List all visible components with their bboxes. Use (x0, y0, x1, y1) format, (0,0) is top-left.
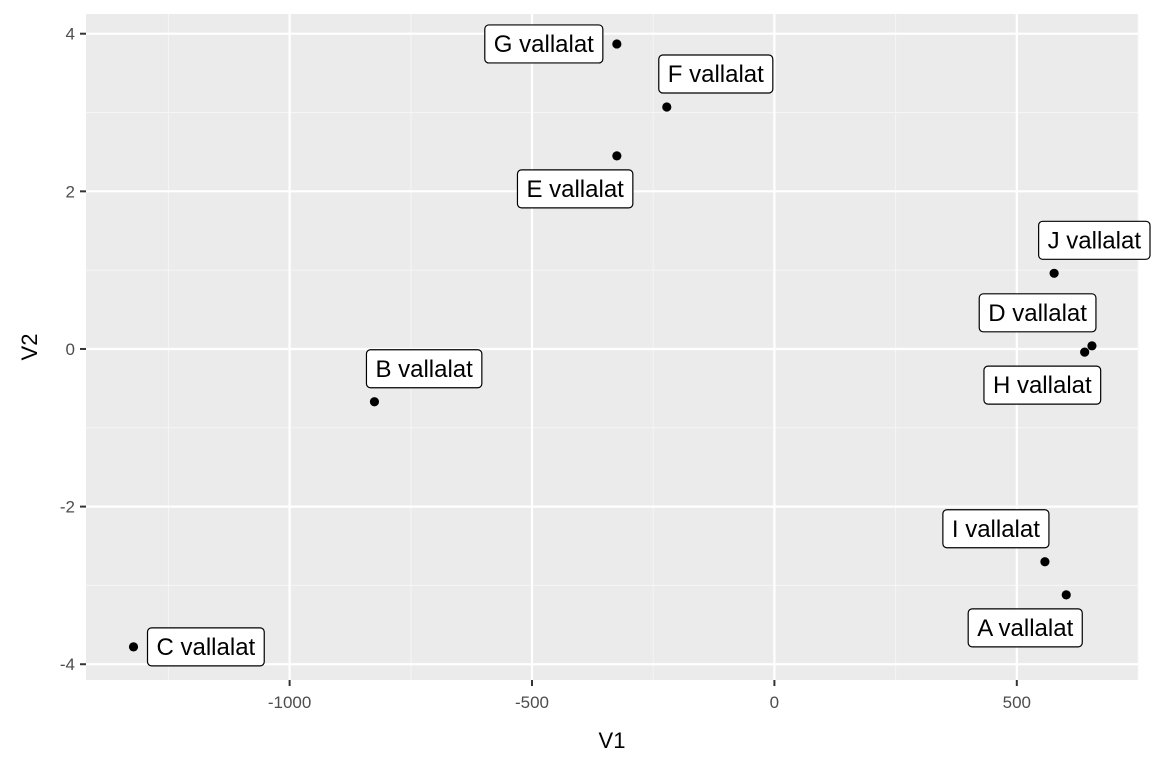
y-axis: -4 -2 0 2 4 (60, 25, 86, 674)
point-label: F vallalat (658, 54, 774, 94)
point-label: G vallalat (484, 24, 604, 64)
label-box (365, 349, 483, 389)
data-point (612, 151, 622, 161)
point-label: J vallalat (1038, 220, 1151, 260)
y-tick-label: 0 (66, 340, 75, 359)
label-text: H vallalat (993, 372, 1092, 399)
y-tick-label: 2 (66, 182, 75, 201)
label-text: G vallalat (494, 31, 594, 58)
data-point (1087, 341, 1097, 351)
label-text: E vallalat (526, 176, 624, 203)
data-points (128, 39, 1097, 652)
label-box (967, 608, 1083, 648)
y-tick-label: 4 (66, 25, 75, 44)
point-label: C vallalat (146, 627, 265, 667)
x-tick-label: -1000 (268, 693, 311, 712)
point-label: H vallalat (983, 365, 1102, 405)
label-text: C vallalat (157, 634, 256, 661)
data-point (662, 102, 672, 112)
point-label: I vallalat (942, 509, 1050, 549)
label-box (146, 627, 265, 667)
point-label: A vallalat (967, 608, 1083, 648)
label-box (1038, 220, 1151, 260)
label-text: D vallalat (988, 300, 1087, 327)
x-tick-label: 0 (770, 693, 779, 712)
label-text: J vallalat (1048, 227, 1142, 254)
data-point (1049, 268, 1059, 278)
point-labels: A vallalat B vallalat C vallalat D vallalat… (146, 24, 1151, 667)
x-axis: -1000 -500 0 500 (268, 680, 1031, 712)
point-label: E vallalat (516, 169, 634, 209)
data-point (1061, 590, 1071, 600)
minor-grid (86, 14, 1139, 680)
label-box (484, 24, 604, 64)
label-box (516, 169, 634, 209)
plot-panel (86, 14, 1138, 680)
label-text: B vallalat (375, 356, 473, 383)
label-text: I vallalat (952, 516, 1040, 543)
y-tick-label: -2 (60, 498, 75, 517)
data-point (1040, 557, 1050, 567)
label-box (658, 54, 774, 94)
label-box (978, 293, 1097, 333)
y-tick-label: -4 (60, 655, 75, 674)
label-text: A vallalat (977, 615, 1073, 642)
data-point (612, 39, 622, 49)
data-point (128, 642, 139, 652)
label-box (942, 509, 1050, 549)
x-tick-label: 500 (1003, 693, 1031, 712)
point-label: B vallalat (365, 349, 483, 389)
data-point (1080, 347, 1090, 357)
label-box (983, 365, 1102, 405)
data-point (369, 397, 380, 407)
x-tick-label: -500 (515, 693, 549, 712)
y-axis-title: V2 (17, 334, 42, 361)
label-text: F vallalat (668, 61, 764, 88)
x-axis-title: V1 (599, 728, 626, 753)
point-label: D vallalat (978, 293, 1097, 333)
